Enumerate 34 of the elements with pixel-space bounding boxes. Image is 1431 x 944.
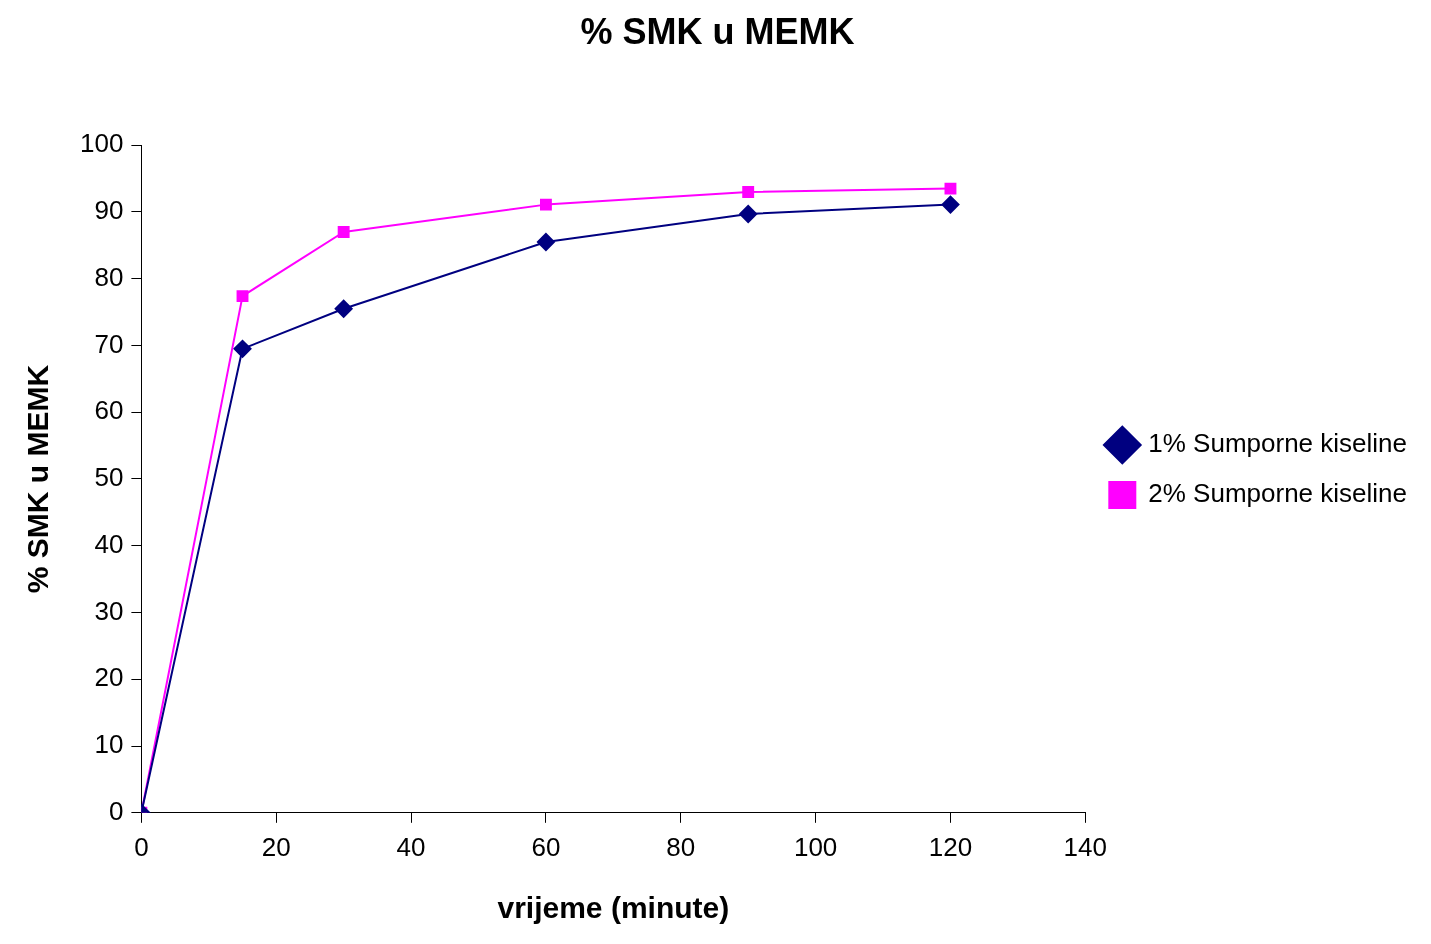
point xyxy=(739,204,758,223)
point xyxy=(742,185,755,198)
y-tick-label: 20 xyxy=(94,662,124,693)
point xyxy=(236,290,249,303)
y-tick-label: 50 xyxy=(94,462,124,493)
legend-label: 1% Sumporne kiseline xyxy=(1148,428,1408,459)
point xyxy=(233,339,252,358)
y-tick-label: 70 xyxy=(94,328,124,359)
point xyxy=(536,233,555,251)
point xyxy=(337,226,350,238)
point xyxy=(941,195,960,214)
point xyxy=(944,182,957,195)
y-tick-label: 40 xyxy=(94,528,124,559)
legend-label: 2% Sumporne kiseline xyxy=(1148,478,1408,509)
y-tick-label: 30 xyxy=(94,595,124,626)
x-tick-label: 0 xyxy=(134,831,149,862)
y-tick-label: 90 xyxy=(94,195,124,226)
x-tick-label: 80 xyxy=(666,831,696,862)
chart-title: % SMK u MEMK xyxy=(580,10,855,52)
y-tick-label: 10 xyxy=(94,729,124,760)
x-tick-label: 140 xyxy=(1063,831,1107,862)
y-tick-label: 100 xyxy=(79,128,124,159)
point xyxy=(539,198,552,211)
y-tick-label: 80 xyxy=(94,261,124,292)
point xyxy=(334,299,353,318)
y-tick-label: 60 xyxy=(94,395,124,426)
y-tick-label: 0 xyxy=(108,795,124,826)
x-tick-label: 100 xyxy=(793,831,838,862)
x-tick-label: 60 xyxy=(531,831,561,862)
x-axis-title: vrijeme (minute) xyxy=(497,891,730,925)
x-tick-label: 120 xyxy=(928,831,973,862)
x-tick-label: 40 xyxy=(396,831,426,862)
x-tick-label: 20 xyxy=(261,831,291,862)
y-axis-title: % SMK u MEMK xyxy=(21,364,55,594)
